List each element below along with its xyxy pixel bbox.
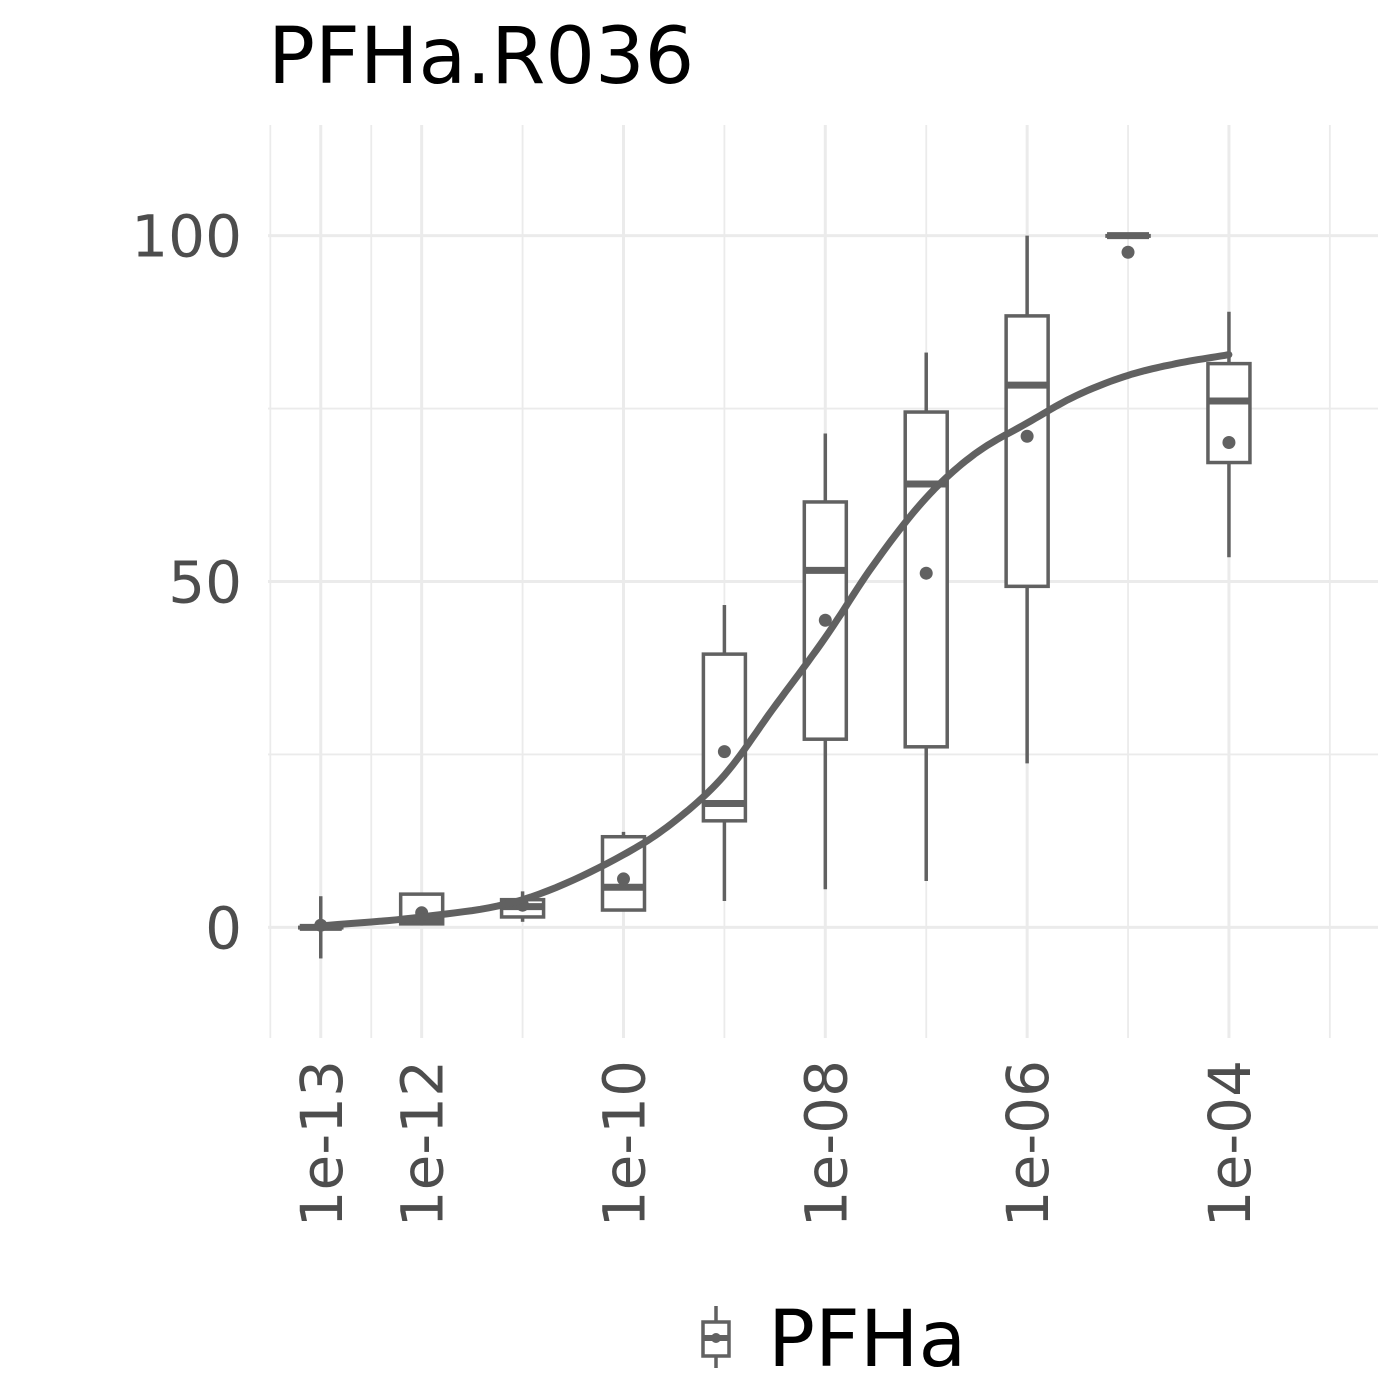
- x-tick-label: 1e-12: [389, 1060, 457, 1227]
- box-mean-point: [1121, 245, 1135, 259]
- box-mean-point: [717, 745, 731, 759]
- legend-key-boxplot-icon: [701, 1306, 731, 1368]
- boxplot: [802, 433, 849, 890]
- box-mean-point: [1222, 435, 1236, 449]
- box-mean-point: [1020, 429, 1034, 443]
- box-iqr: [1004, 314, 1050, 589]
- y-tick-label: 50: [168, 549, 242, 617]
- chart-title: PFHa.R036: [268, 12, 694, 102]
- fit-curve: [317, 351, 1233, 930]
- y-tick-label: 100: [131, 203, 242, 271]
- x-axis-tick-labels: 1e-13 1e-12 1e-10 1e-08 1e-06 1e-04: [288, 1060, 1264, 1227]
- x-tick-label: 1e-04: [1196, 1060, 1264, 1227]
- x-tick-label: 1e-06: [994, 1060, 1062, 1227]
- x-tick-label: 1e-13: [288, 1060, 356, 1227]
- boxplot: [903, 352, 949, 881]
- boxplot: [1004, 235, 1050, 764]
- boxplot: [1105, 232, 1151, 259]
- x-tick-label: 1e-08: [792, 1060, 860, 1227]
- box-iqr: [701, 652, 748, 823]
- x-tick-label: 1e-10: [590, 1060, 658, 1227]
- box-mean-point: [818, 613, 832, 627]
- legend-key-mean: [711, 1333, 721, 1343]
- legend-label-pfha: PFHa: [768, 1295, 966, 1385]
- box-mean-point: [919, 566, 933, 580]
- boxplot: [1206, 311, 1252, 558]
- boxplot-series: [298, 232, 1252, 959]
- box-mean-point: [616, 872, 630, 886]
- legend: PFHa: [701, 1295, 966, 1385]
- y-tick-label: 0: [205, 894, 242, 962]
- y-axis-tick-labels: 0 50 100: [131, 203, 242, 963]
- fit-curve-layer: [317, 351, 1233, 930]
